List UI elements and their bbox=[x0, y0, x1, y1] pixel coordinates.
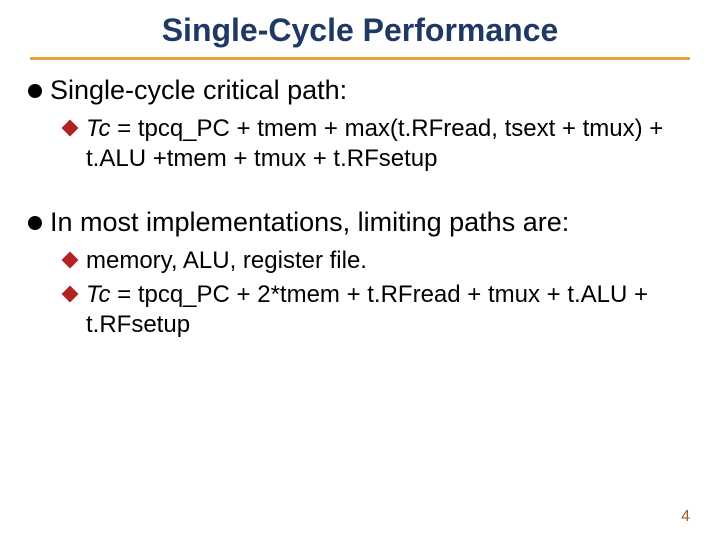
sub-item: Tc = tpcq_PC + tmem + max(t.RFread, tsex… bbox=[64, 114, 692, 174]
bullet-item: In most implementations, limiting paths … bbox=[28, 206, 692, 240]
sub-text: Tc = tpcq_PC + tmem + max(t.RFread, tsex… bbox=[86, 114, 692, 174]
italic-prefix: Tc bbox=[86, 115, 110, 142]
bullet-item: Single-cycle critical path: bbox=[28, 74, 692, 108]
slide-title: Single-Cycle Performance bbox=[0, 0, 720, 57]
bullet-text: In most implementations, limiting paths … bbox=[50, 206, 569, 240]
diamond-marker bbox=[62, 119, 79, 136]
sub-rest: = tpcq_PC + tmem + max(t.RFread, tsext +… bbox=[86, 115, 663, 172]
bullet-text: Single-cycle critical path: bbox=[50, 74, 347, 108]
spacer bbox=[28, 178, 692, 206]
title-text: Single-Cycle Performance bbox=[162, 12, 559, 48]
title-underline bbox=[30, 57, 690, 60]
sub-text: memory, ALU, register file. bbox=[86, 246, 367, 276]
sub-item: memory, ALU, register file. bbox=[64, 246, 692, 276]
diamond-marker bbox=[62, 251, 79, 268]
bullet-marker bbox=[28, 84, 42, 98]
slide-content: Single-cycle critical path: Tc = tpcq_PC… bbox=[0, 74, 720, 340]
page-number: 4 bbox=[681, 508, 690, 526]
diamond-marker bbox=[62, 285, 79, 302]
sub-text: Tc = tpcq_PC + 2*tmem + t.RFread + tmux … bbox=[86, 280, 692, 340]
sub-rest: = tpcq_PC + 2*tmem + t.RFread + tmux + t… bbox=[86, 281, 648, 338]
bullet-marker bbox=[28, 216, 42, 230]
italic-prefix: Tc bbox=[86, 281, 110, 308]
sub-rest: memory, ALU, register file. bbox=[86, 247, 367, 274]
sub-item: Tc = tpcq_PC + 2*tmem + t.RFread + tmux … bbox=[64, 280, 692, 340]
